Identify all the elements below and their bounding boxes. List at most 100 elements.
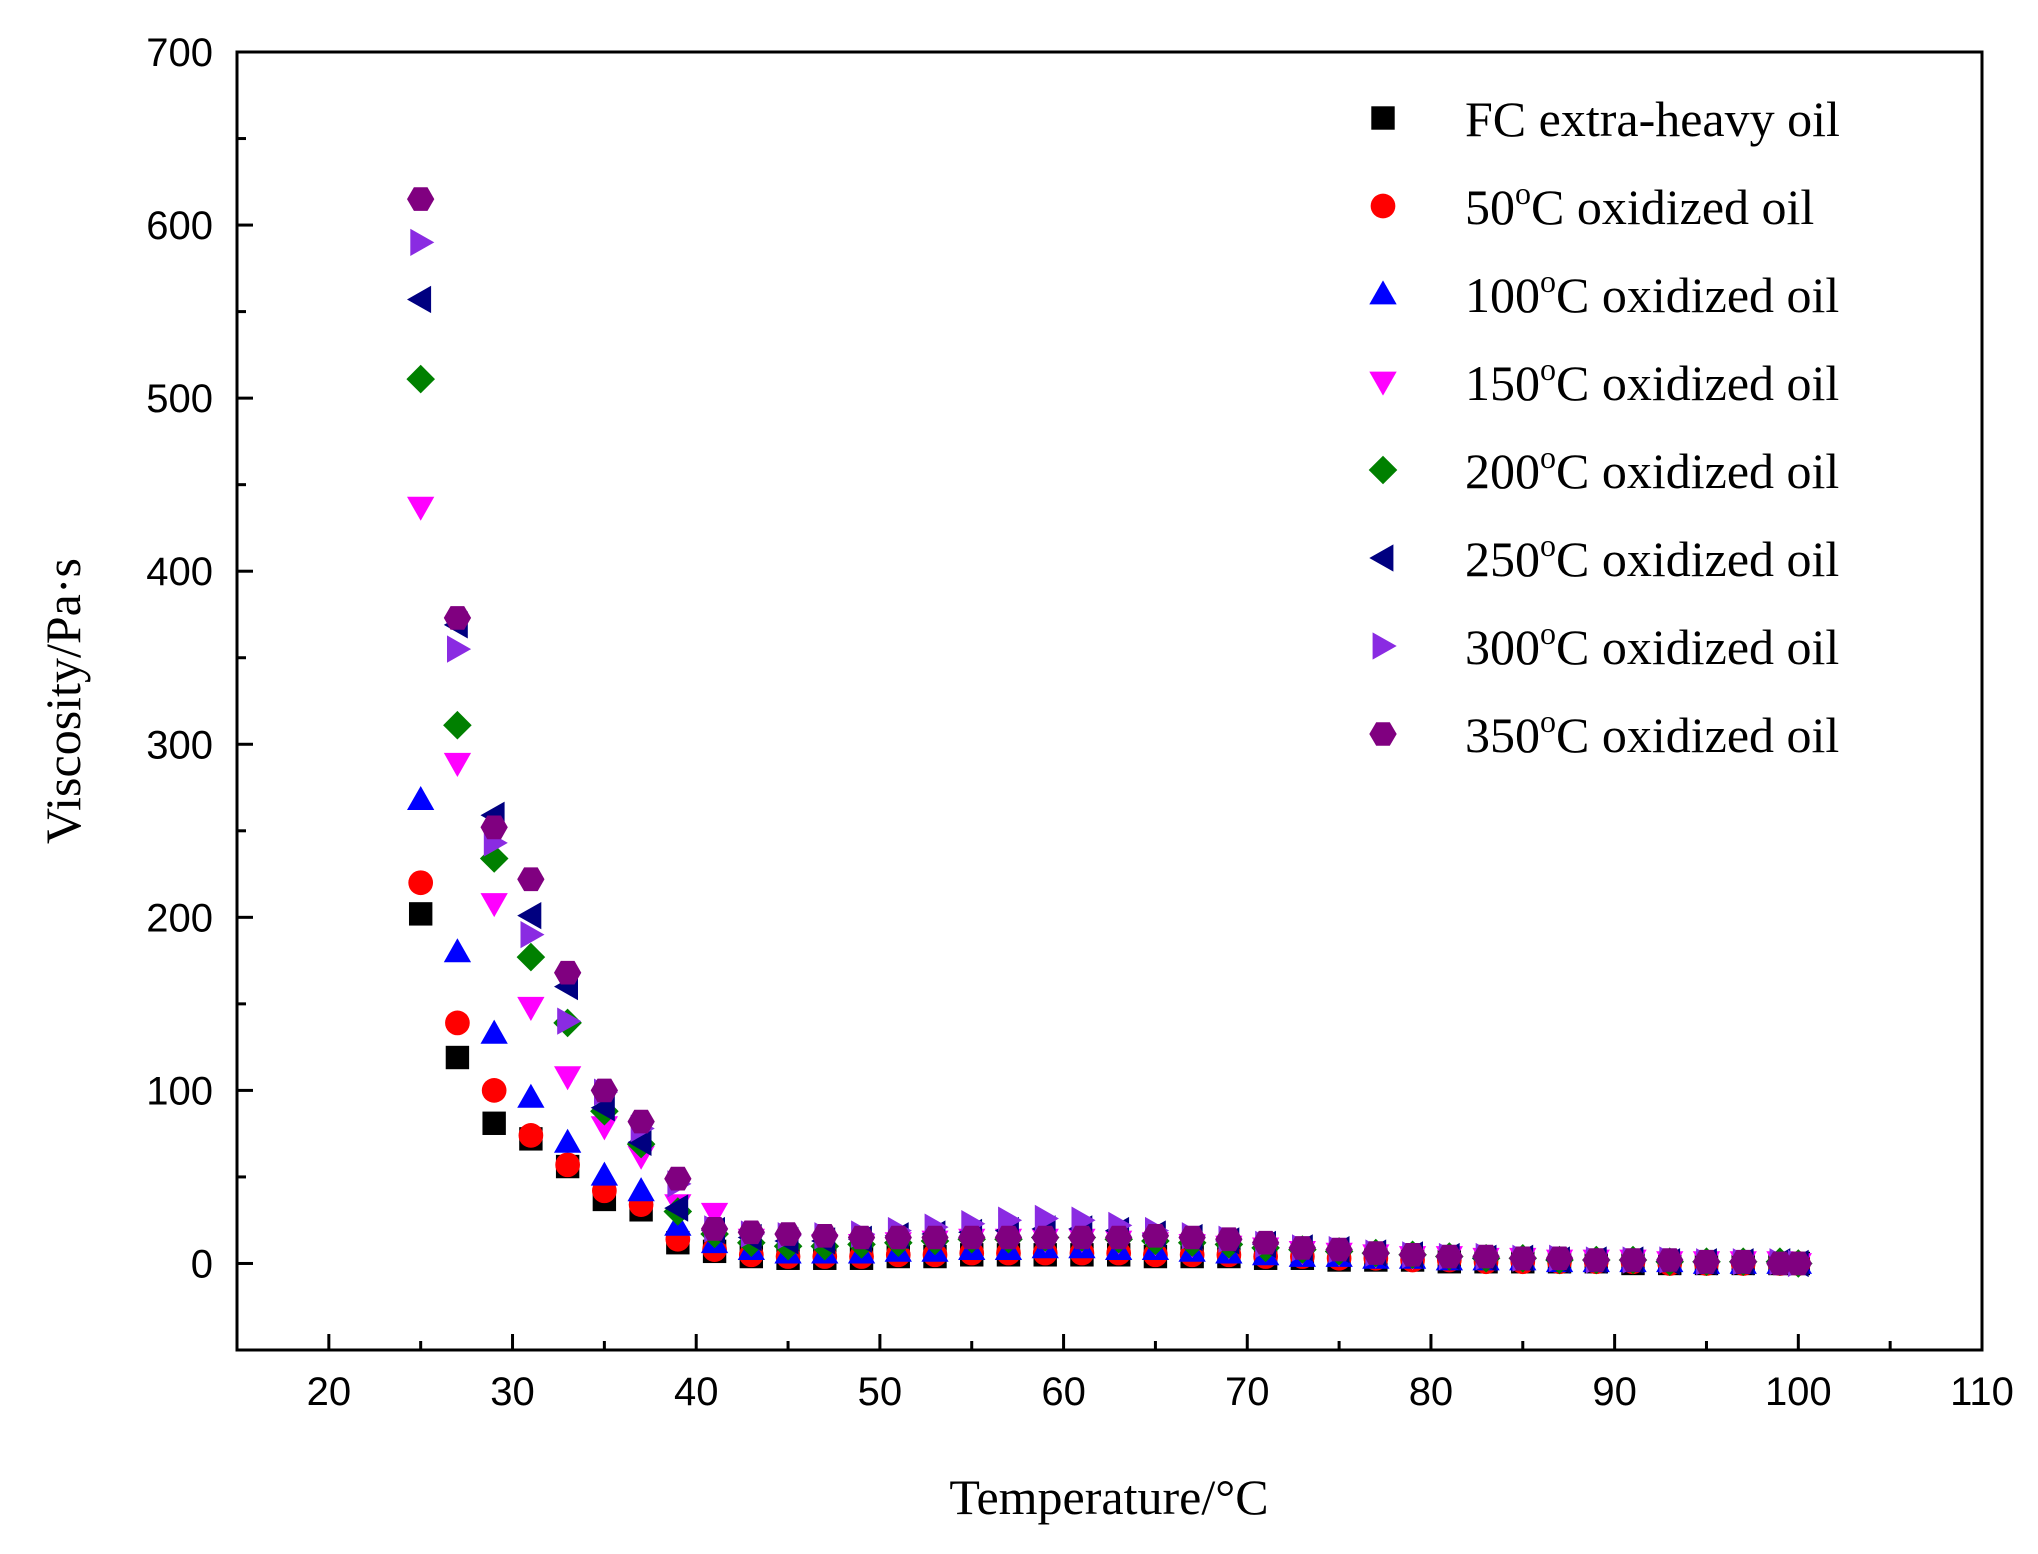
data-point — [447, 635, 472, 663]
series-3 — [407, 496, 1812, 1278]
data-point — [1619, 1248, 1647, 1272]
legend-label-main: 100 — [1465, 267, 1540, 323]
data-point — [408, 870, 434, 896]
y-tick-label: 300 — [146, 723, 213, 767]
data-point — [481, 1078, 507, 1103]
data-point — [884, 1225, 912, 1250]
data-markers — [406, 187, 1813, 1278]
legend-label-superscript: o — [1540, 527, 1556, 563]
data-point — [921, 1225, 949, 1250]
data-point — [1435, 1244, 1463, 1269]
data-point — [517, 902, 542, 930]
data-point — [590, 1161, 618, 1186]
x-tick-label: 40 — [674, 1370, 719, 1414]
data-point — [480, 815, 508, 840]
series-7 — [407, 187, 1812, 1276]
data-point — [1784, 1251, 1812, 1276]
legend-marker — [1369, 280, 1397, 305]
data-point — [407, 187, 435, 211]
data-point — [590, 1116, 618, 1141]
x-axis-title: Temperature/°C — [949, 1469, 1268, 1525]
legend-label-suffix: C oxidized oil — [1556, 531, 1839, 587]
legend-marker — [1369, 544, 1394, 572]
data-point — [443, 752, 472, 777]
data-point — [443, 938, 472, 963]
data-point — [407, 285, 432, 314]
data-point — [554, 1066, 582, 1091]
legend-label: 350oC oxidized oil — [1465, 703, 1839, 763]
data-point — [520, 921, 545, 949]
data-point — [554, 1128, 582, 1153]
y-axis-ticks: 0 100 200 300 400 500 600 700 — [146, 31, 253, 1352]
data-point — [445, 1045, 470, 1070]
x-tick-label: 70 — [1225, 1370, 1270, 1414]
data-point — [1031, 1225, 1059, 1250]
data-point — [443, 710, 472, 740]
legend-marker — [1368, 455, 1398, 485]
data-point — [1472, 1244, 1500, 1269]
legend-marker — [1372, 632, 1397, 660]
data-point — [664, 1166, 692, 1191]
data-point — [443, 606, 472, 630]
legend-label-superscript: o — [1540, 703, 1556, 739]
data-point — [479, 844, 509, 873]
data-point — [1398, 1243, 1427, 1267]
data-point — [517, 867, 545, 892]
legend-label-suffix: C oxidized oil — [1556, 267, 1839, 323]
legend-label-superscript: o — [1540, 351, 1556, 387]
y-tick-label: 100 — [146, 1069, 213, 1113]
data-point — [847, 1225, 876, 1250]
data-point — [627, 1128, 652, 1156]
legend-label-main: 50 — [1465, 179, 1515, 235]
y-tick-label: 700 — [146, 31, 213, 75]
data-point — [517, 1083, 545, 1108]
data-point — [408, 902, 433, 926]
series-4 — [406, 364, 1813, 1278]
legend-label: 200oC oxidized oil — [1465, 439, 1839, 499]
data-point — [1509, 1246, 1537, 1271]
data-point — [482, 1111, 506, 1135]
data-point — [410, 228, 435, 256]
legend-item: 100oC oxidized oil — [1369, 263, 1839, 323]
legend-label-suffix: C oxidized oil — [1556, 619, 1839, 675]
legend-label-superscript: o — [1540, 439, 1556, 475]
data-point — [407, 496, 435, 521]
data-point — [516, 942, 546, 972]
legend-label-suffix: C oxidized oil — [1556, 707, 1839, 763]
legend-label-suffix: C oxidized oil — [1556, 355, 1839, 411]
legend-label: 300oC oxidized oil — [1465, 615, 1839, 675]
legend-label: 50oC oxidized oil — [1465, 175, 1814, 235]
x-tick-label: 20 — [307, 1370, 352, 1414]
legend-label: 150oC oxidized oil — [1465, 351, 1839, 411]
legend-label: 250oC oxidized oil — [1465, 527, 1839, 587]
series-5 — [407, 285, 1809, 1278]
data-point — [555, 1152, 580, 1178]
data-point — [406, 364, 435, 394]
data-point — [590, 1078, 618, 1103]
plot-frame — [235, 50, 1984, 1352]
data-point — [557, 1007, 582, 1035]
x-tick-label: 90 — [1592, 1370, 1637, 1414]
data-point — [1141, 1224, 1170, 1248]
legend-item: 300oC oxidized oil — [1372, 615, 1839, 675]
series-2 — [407, 786, 1812, 1274]
data-point — [554, 960, 582, 985]
data-point — [1582, 1248, 1610, 1272]
data-point — [700, 1217, 729, 1241]
legend-item: 250oC oxidized oil — [1369, 527, 1839, 587]
data-point — [1766, 1251, 1794, 1276]
data-point — [445, 1010, 470, 1036]
y-tick-label: 0 — [191, 1242, 213, 1286]
data-point — [1325, 1237, 1353, 1262]
legend-item: FC extra-heavy oil — [1371, 91, 1840, 147]
legend-item: 150oC oxidized oil — [1369, 351, 1839, 411]
legend-item: 200oC oxidized oil — [1368, 439, 1839, 499]
data-point — [1362, 1241, 1390, 1265]
data-point — [627, 1177, 655, 1202]
x-tick-label: 30 — [490, 1370, 535, 1414]
y-tick-label: 400 — [146, 550, 213, 594]
data-point — [407, 786, 435, 810]
legend-item: 50oC oxidized oil — [1370, 175, 1814, 235]
